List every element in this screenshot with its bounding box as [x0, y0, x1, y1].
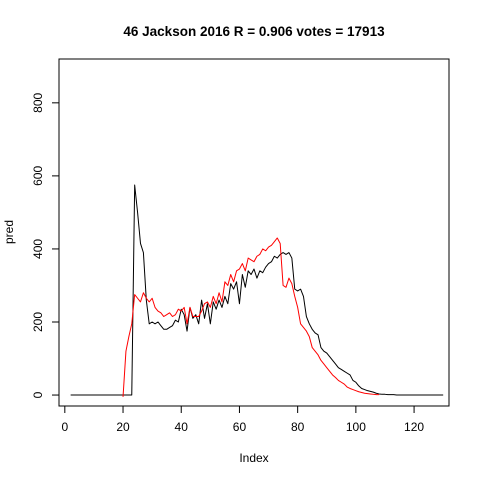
- x-tick-label-20: 20: [116, 420, 130, 434]
- x-tick-label-80: 80: [291, 420, 305, 434]
- x-axis-label: Index: [239, 451, 268, 465]
- x-axis: 0 20 40 60 80 100 120: [61, 405, 424, 434]
- x-tick-label-60: 60: [233, 420, 247, 434]
- series-line-actual: [70, 184, 444, 396]
- y-tick-label-200: 200: [31, 312, 45, 332]
- x-tick-label-40: 40: [175, 420, 189, 434]
- series-layer: [70, 184, 444, 397]
- y-tick-label-600: 600: [31, 166, 45, 186]
- y-tick-label-800: 800: [31, 92, 45, 112]
- y-axis: 0 200 400 600 800: [31, 92, 60, 398]
- x-tick-label-120: 120: [404, 420, 424, 434]
- y-axis-label: pred: [2, 220, 16, 244]
- series-line-predicted: [122, 237, 380, 397]
- chart-title: 46 Jackson 2016 R = 0.906 votes = 17913: [123, 24, 385, 39]
- x-tick-label-100: 100: [346, 420, 366, 434]
- y-tick-label-400: 400: [31, 239, 45, 259]
- y-tick-label-0: 0: [31, 391, 45, 398]
- plot-frame: [58, 58, 450, 407]
- x-tick-label-0: 0: [61, 420, 68, 434]
